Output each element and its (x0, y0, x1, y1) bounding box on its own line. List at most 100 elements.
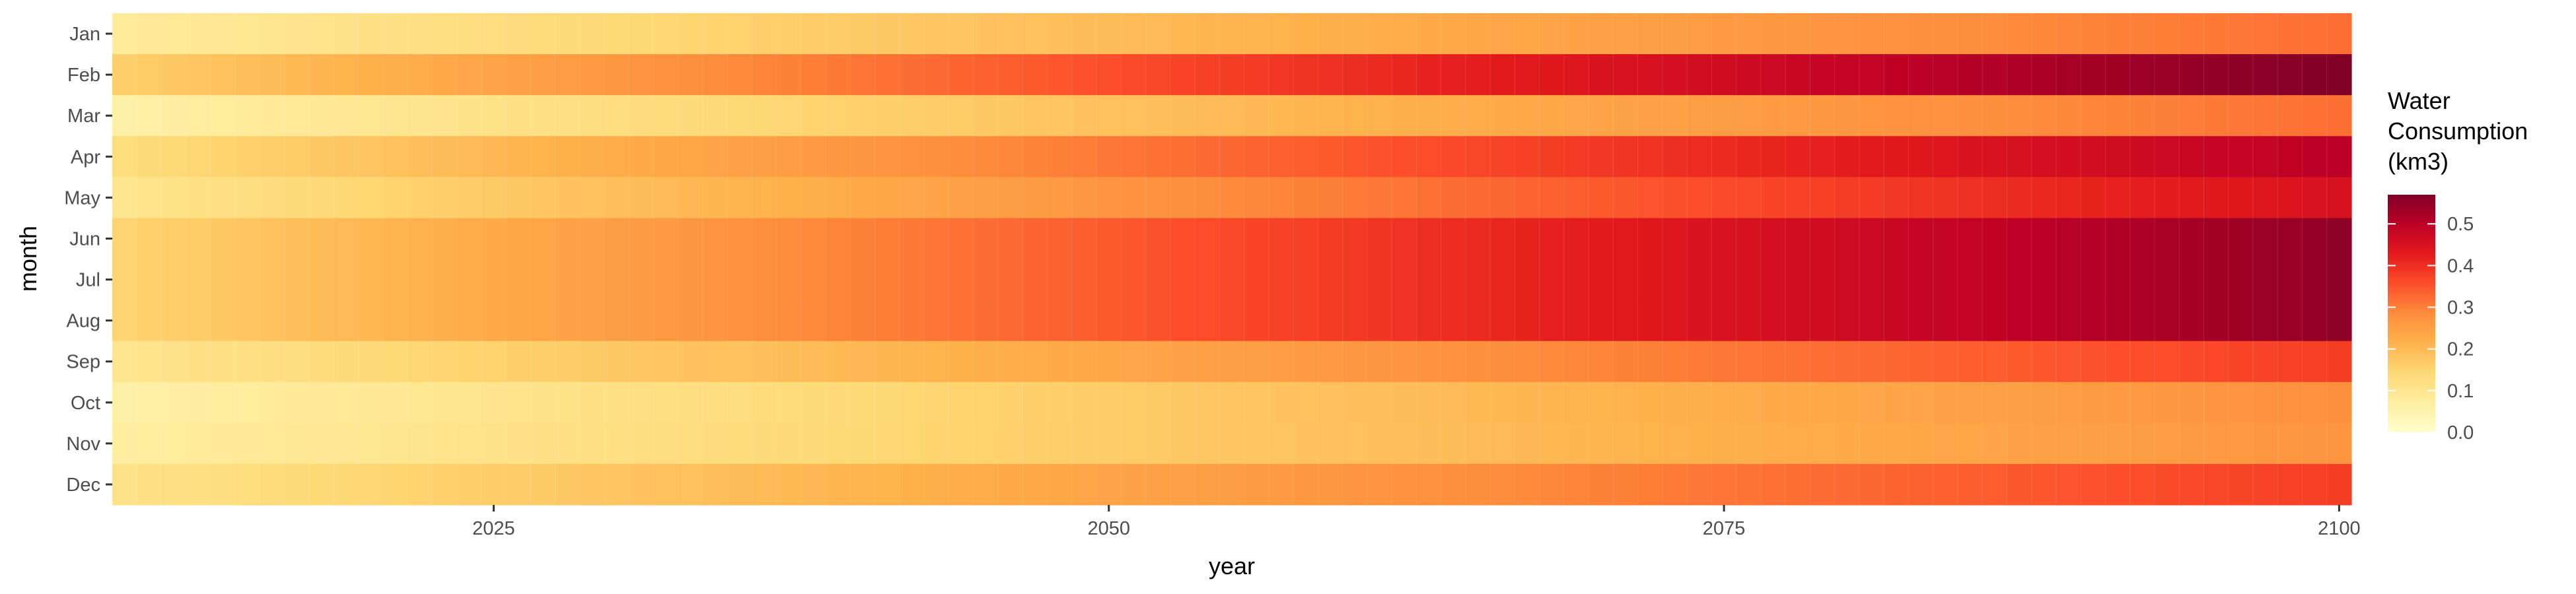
heatmap-cell (186, 136, 211, 178)
heatmap-cell (2302, 259, 2328, 301)
heatmap-cell (2302, 136, 2328, 178)
heatmap-cell (1121, 54, 1147, 96)
heatmap-cell (506, 422, 531, 465)
heatmap-cell (1318, 381, 1343, 424)
heatmap-cell (358, 13, 384, 55)
heatmap-cell (2302, 300, 2328, 342)
heatmap-cell (481, 463, 507, 506)
y-tick-label: Oct (71, 393, 100, 414)
heatmap-cell (2154, 341, 2180, 383)
heatmap-cell (2081, 218, 2106, 260)
heatmap-cell (2056, 177, 2081, 219)
heatmap-cell (1687, 13, 1713, 55)
heatmap-cell (555, 218, 581, 260)
heatmap-cell (2228, 177, 2254, 219)
heatmap-cell (161, 136, 187, 178)
heatmap-cell (2031, 136, 2057, 178)
heatmap-cell (456, 381, 482, 424)
heatmap-cell (1834, 54, 1860, 96)
heatmap-cell (186, 95, 211, 137)
heatmap-cell (1490, 381, 1515, 424)
heatmap-cell (186, 259, 211, 301)
heatmap-cell (1613, 381, 1639, 424)
heatmap-cell (260, 177, 285, 219)
heatmap-cell (137, 422, 162, 465)
heatmap-cell (1342, 300, 1368, 342)
heatmap-cell (801, 463, 826, 506)
heatmap-cell (1662, 218, 1688, 260)
heatmap-cell (260, 13, 285, 55)
heatmap-cell (334, 341, 359, 383)
heatmap-cell (998, 54, 1023, 96)
heatmap-cell (2203, 381, 2229, 424)
heatmap-cell (1392, 13, 1417, 55)
heatmap-cell (1367, 95, 1392, 137)
heatmap-cell (900, 381, 925, 424)
heatmap-cell (752, 13, 777, 55)
heatmap-cell (1662, 422, 1688, 465)
heatmap-cell (1957, 218, 1983, 260)
heatmap-cell (1392, 422, 1417, 465)
heatmap-cell (1392, 341, 1417, 383)
heatmap-cell (2228, 259, 2254, 301)
heatmap-cell (2179, 54, 2205, 96)
heatmap-cell (2154, 422, 2180, 465)
heatmap-cell (1884, 341, 1910, 383)
heatmap-cell (1687, 95, 1713, 137)
heatmap-cell (161, 95, 187, 137)
heatmap-cell (1589, 341, 1614, 383)
heatmap-cell (481, 218, 507, 260)
heatmap-cell (850, 463, 876, 506)
heatmap-cell (653, 218, 679, 260)
heatmap-cell (2154, 300, 2180, 342)
heatmap-cell (2179, 136, 2205, 178)
heatmap-cell (2203, 463, 2229, 506)
heatmap-cell (678, 177, 703, 219)
heatmap-cell (2081, 341, 2106, 383)
heatmap-cell (1071, 381, 1097, 424)
heatmap-cell (555, 95, 581, 137)
heatmap-cell (137, 54, 162, 96)
y-tick-label: May (64, 187, 100, 209)
heatmap-cell (284, 463, 310, 506)
heatmap-cell (137, 381, 162, 424)
heatmap-cell (1416, 136, 1442, 178)
heatmap-cell (1933, 259, 1958, 301)
y-tick-label: Aug (66, 311, 100, 332)
heatmap-cell (924, 136, 950, 178)
heatmap-cell (1957, 422, 1983, 465)
heatmap-cell (1170, 259, 1196, 301)
heatmap-cell (530, 463, 556, 506)
heatmap-cell (1736, 177, 1762, 219)
heatmap-cell (973, 54, 999, 96)
heatmap-cell (900, 177, 925, 219)
heatmap-cell (629, 463, 655, 506)
heatmap-cell (1195, 13, 1220, 55)
heatmap-cell (2031, 381, 2057, 424)
heatmap-cell (924, 259, 950, 301)
heatmap-cell (309, 381, 334, 424)
heatmap-cell (1367, 381, 1392, 424)
heatmap-cell (1539, 54, 1565, 96)
heatmap-cell (629, 300, 655, 342)
heatmap-cell (235, 54, 261, 96)
heatmap-cell (1908, 54, 1934, 96)
heatmap-cell (2326, 463, 2352, 506)
heatmap-cell (2007, 13, 2032, 55)
heatmap-cell (1589, 259, 1614, 301)
heatmap-cell (1711, 177, 1737, 219)
heatmap-cell (1342, 136, 1368, 178)
heatmap-cell (1711, 422, 1737, 465)
heatmap-cell (1367, 300, 1392, 342)
heatmap-cell (161, 54, 187, 96)
heatmap-cell (112, 463, 137, 506)
heatmap-cell (1293, 177, 1318, 219)
heatmap-cell (752, 341, 777, 383)
heatmap-cell (1244, 300, 1270, 342)
heatmap-cell (1859, 341, 1884, 383)
heatmap-cell (1342, 218, 1368, 260)
heatmap-cell (530, 177, 556, 219)
heatmap-cell (1785, 463, 1811, 506)
heatmap-cell (1219, 463, 1245, 506)
heatmap-cell (727, 13, 753, 55)
